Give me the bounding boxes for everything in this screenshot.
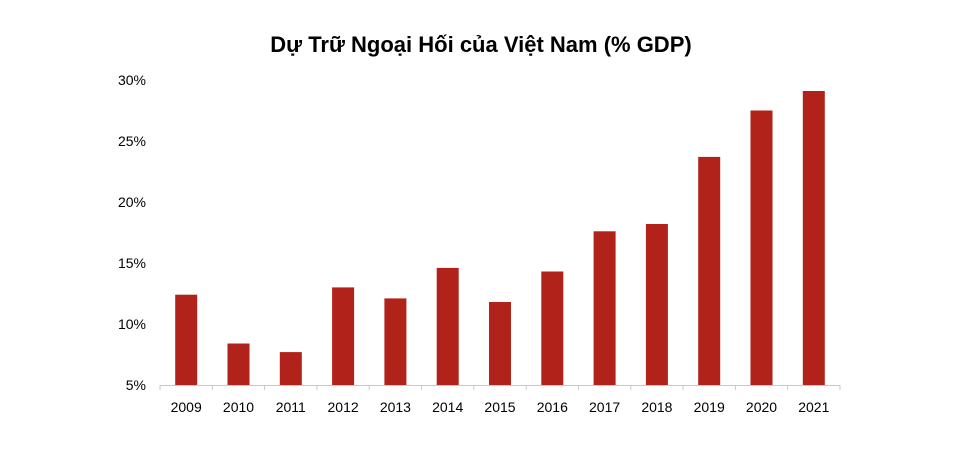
x-tick-label: 2011: [276, 399, 306, 415]
y-axis-ticks: 5% 10% 15% 20% 25% 30%: [118, 72, 146, 393]
y-tick-label: 20%: [118, 194, 146, 210]
bar-2020: [750, 110, 773, 385]
bar-2015: [489, 302, 511, 385]
x-tick-label: 2009: [171, 399, 202, 415]
x-tick-label: 2017: [589, 399, 620, 415]
bar-2013: [384, 298, 407, 385]
bar-2012: [332, 287, 355, 385]
x-tick-label: 2019: [694, 399, 725, 415]
bar-2010: [227, 343, 250, 385]
x-tick-label: 2021: [798, 399, 829, 415]
bar-2017: [593, 231, 616, 385]
y-tick-label: 10%: [118, 316, 146, 332]
x-tick-label: 2012: [328, 399, 359, 415]
x-axis-ticks: 2009 2010 2011 2012 2013 2014 2015 2016 2017 2018…: [159, 385, 841, 415]
y-tick-label: 15%: [118, 255, 146, 271]
x-tick-label: 2013: [380, 399, 411, 415]
bar-2018: [645, 224, 668, 385]
x-tick-label: 2020: [746, 399, 777, 415]
bars-group: [175, 91, 825, 385]
bar-2019: [698, 156, 721, 385]
x-tick-label: 2018: [641, 399, 672, 415]
x-tick-label: 2016: [537, 399, 568, 415]
bar-2011: [279, 352, 302, 385]
x-tick-label: 2014: [432, 399, 463, 415]
bar-2014: [436, 267, 459, 385]
y-tick-label: 25%: [118, 133, 146, 149]
x-tick-label: 2010: [223, 399, 254, 415]
bar-2016: [541, 271, 564, 385]
bar-2021: [802, 91, 825, 385]
x-tick-label: 2015: [484, 399, 515, 415]
y-tick-label: 30%: [118, 72, 146, 88]
y-tick-label: 5%: [126, 377, 146, 393]
chart-title: Dự Trữ Ngoại Hối của Việt Nam (% GDP): [270, 32, 691, 57]
bar-2009: [175, 294, 198, 385]
